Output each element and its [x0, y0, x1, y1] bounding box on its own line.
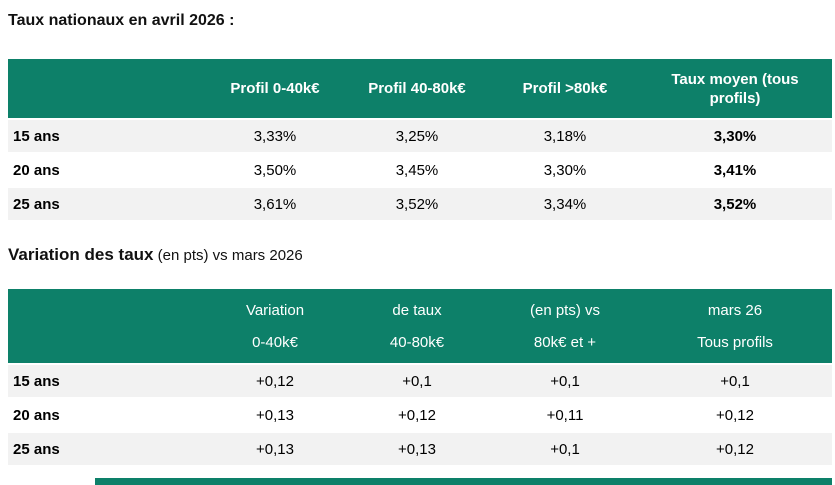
- table-row: 25 ans +0,13 +0,13 +0,1 +0,12: [8, 432, 832, 467]
- cutoff-next-table-header-bar: [95, 478, 832, 485]
- variation-cell: +0,12: [638, 432, 832, 467]
- rate-cell-average: 3,41%: [638, 153, 832, 188]
- header-line1: de taux: [392, 301, 442, 319]
- rate-cell: 3,61%: [208, 187, 342, 222]
- rate-cell: 3,52%: [342, 187, 492, 222]
- table-row: 20 ans +0,13 +0,12 +0,11 +0,12: [8, 398, 832, 433]
- variation-table-header: Variation 0-40k€ de taux 40-80k€ (en pts…: [8, 289, 832, 365]
- rate-cell-average: 3,52%: [638, 187, 832, 222]
- row-label: 20 ans: [8, 153, 208, 188]
- variation-table: Variation 0-40k€ de taux 40-80k€ (en pts…: [8, 289, 832, 467]
- table-row: 20 ans 3,50% 3,45% 3,30% 3,41%: [8, 153, 832, 188]
- header-line1: Variation: [245, 301, 305, 319]
- variation-cell: +0,12: [208, 364, 342, 399]
- variation-cell: +0,12: [638, 398, 832, 433]
- header-cell-variation-40-80k: de taux 40-80k€: [342, 289, 492, 365]
- rate-cell: 3,25%: [342, 119, 492, 154]
- table-row: 25 ans 3,61% 3,52% 3,34% 3,52%: [8, 187, 832, 222]
- rate-cell: 3,34%: [492, 187, 638, 222]
- header-line2: Tous profils: [697, 333, 773, 351]
- row-label: 25 ans: [8, 432, 208, 467]
- variation-title-bold: Variation des taux: [8, 245, 154, 264]
- variation-cell: +0,1: [638, 364, 832, 399]
- header-cell-profil-80k: Profil >80k€: [492, 59, 638, 120]
- rates-table: Profil 0-40k€ Profil 40-80k€ Profil >80k…: [8, 59, 832, 222]
- header-cell-empty: [8, 59, 208, 120]
- page: Taux nationaux en avril 2026 : Profil 0-…: [8, 12, 835, 467]
- variation-cell: +0,13: [208, 432, 342, 467]
- row-label: 15 ans: [8, 364, 208, 399]
- header-cell-empty: [8, 289, 208, 365]
- header-line2: 80k€ et +: [533, 333, 597, 351]
- header-cell-variation-0-40k: Variation 0-40k€: [208, 289, 342, 365]
- header-cell-variation-80k: (en pts) vs 80k€ et +: [492, 289, 638, 365]
- page-title: Taux nationaux en avril 2026 :: [8, 12, 235, 29]
- header-cell-profil-0-40k: Profil 0-40k€: [208, 59, 342, 120]
- rate-cell-average: 3,30%: [638, 119, 832, 154]
- variation-cell: +0,1: [492, 432, 638, 467]
- rates-table-header: Profil 0-40k€ Profil 40-80k€ Profil >80k…: [8, 59, 832, 120]
- header-line2: 0-40k€: [252, 333, 298, 351]
- header-cell-taux-moyen: Taux moyen (tous profils): [638, 59, 832, 120]
- variation-cell: +0,13: [342, 432, 492, 467]
- variation-cell: +0,1: [492, 364, 638, 399]
- row-label: 20 ans: [8, 398, 208, 433]
- rate-cell: 3,18%: [492, 119, 638, 154]
- header-line1: mars 26: [707, 301, 763, 319]
- table-row: 15 ans +0,12 +0,1 +0,1 +0,1: [8, 364, 832, 399]
- rate-cell: 3,33%: [208, 119, 342, 154]
- row-label: 25 ans: [8, 187, 208, 222]
- header-line2: 40-80k€: [389, 333, 445, 351]
- row-label: 15 ans: [8, 119, 208, 154]
- variation-cell: +0,13: [208, 398, 342, 433]
- table-row: 15 ans 3,33% 3,25% 3,18% 3,30%: [8, 119, 832, 154]
- rate-cell: 3,50%: [208, 153, 342, 188]
- rate-cell: 3,45%: [342, 153, 492, 188]
- variation-section-title: Variation des taux (en pts) vs mars 2026: [8, 244, 835, 266]
- variation-cell: +0,12: [342, 398, 492, 433]
- variation-cell: +0,1: [342, 364, 492, 399]
- variation-title-light: (en pts) vs mars 2026: [153, 247, 303, 264]
- header-cell-variation-tous-profils: mars 26 Tous profils: [638, 289, 832, 365]
- header-line1: (en pts) vs: [529, 301, 601, 319]
- variation-cell: +0,11: [492, 398, 638, 433]
- header-cell-profil-40-80k: Profil 40-80k€: [342, 59, 492, 120]
- rate-cell: 3,30%: [492, 153, 638, 188]
